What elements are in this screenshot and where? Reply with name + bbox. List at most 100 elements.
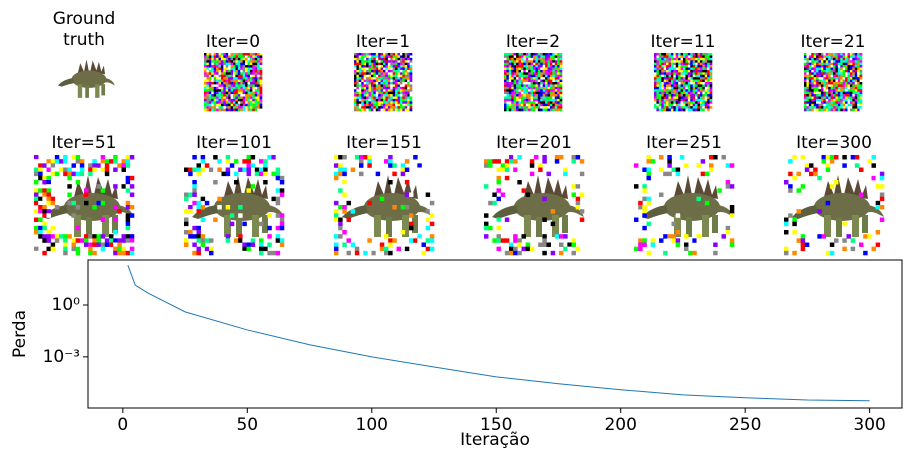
noise-pixel: [531, 70, 534, 73]
noise-pixel: [555, 82, 558, 85]
noise-pixel: [514, 80, 517, 83]
noise-pixel: [540, 84, 543, 87]
noise-pixel: [673, 99, 676, 102]
noise-pixel: [366, 82, 369, 85]
noise-pixel: [216, 99, 219, 102]
noise-pixel: [523, 109, 526, 112]
noise-pixel: [517, 180, 521, 184]
noise-pixel: [693, 104, 696, 107]
noise-pixel: [843, 84, 846, 87]
noise-pixel: [659, 168, 663, 172]
noise-pixel: [819, 104, 822, 107]
noise-pixel: [545, 77, 548, 80]
noise-pixel: [661, 99, 664, 102]
noise-pixel: [543, 63, 546, 66]
noise-pixel: [188, 230, 192, 234]
noise-pixel: [373, 63, 376, 66]
noise-pixel: [356, 109, 359, 112]
noise-pixel: [850, 104, 853, 107]
noise-pixel: [400, 77, 403, 80]
noise-pixel: [538, 89, 541, 92]
noise-pixel: [42, 197, 46, 201]
noise-pixel: [410, 84, 413, 87]
noise-pixel: [263, 172, 267, 176]
noise-pixel: [364, 89, 367, 92]
noise-pixel: [521, 63, 524, 66]
noise-pixel: [226, 155, 230, 159]
noise-pixel: [651, 243, 655, 247]
noise-pixel: [223, 94, 226, 97]
noise-pixel: [521, 70, 524, 73]
noise-pixel: [552, 65, 555, 68]
noise-pixel: [702, 104, 705, 107]
noise-pixel: [555, 55, 558, 58]
noise-pixel: [34, 243, 38, 247]
noise-pixel: [540, 94, 543, 97]
noise-pixel: [859, 251, 863, 255]
noise-pixel: [843, 101, 846, 104]
noise-pixel: [410, 89, 413, 92]
noise-pixel: [219, 89, 222, 92]
noise-pixel: [214, 77, 217, 80]
noise-pixel: [666, 84, 669, 87]
noise-pixel: [843, 94, 846, 97]
noise-pixel: [410, 92, 413, 95]
noise-pixel: [805, 163, 809, 167]
panel-label: Iter=101: [196, 133, 272, 153]
noise-pixel: [522, 188, 526, 192]
noise-pixel: [834, 180, 838, 184]
noise-pixel: [707, 99, 710, 102]
noise-pixel: [550, 60, 553, 63]
noise-pixel: [197, 226, 201, 230]
noise-pixel: [243, 60, 246, 63]
noise-pixel: [828, 80, 831, 83]
noise-pixel: [690, 94, 693, 97]
noise-pixel: [371, 94, 374, 97]
noise-pixel: [857, 99, 860, 102]
noise-pixel: [664, 55, 667, 58]
noise-pixel: [76, 205, 80, 209]
noise-pixel: [235, 82, 238, 85]
noise-pixel: [560, 92, 563, 95]
noise-pixel: [221, 104, 224, 107]
noise-pixel: [381, 53, 384, 56]
noise-pixel: [681, 84, 684, 87]
noise-pixel: [211, 72, 214, 75]
noise-pixel: [840, 75, 843, 78]
noise-pixel: [247, 163, 251, 167]
noise-pixel: [863, 251, 867, 255]
noise-pixel: [705, 97, 708, 100]
noise-pixel: [676, 68, 679, 71]
noise-pixel: [523, 65, 526, 68]
noise-pixel: [666, 94, 669, 97]
noise-pixel: [526, 84, 529, 87]
noise-pixel: [250, 65, 253, 68]
noise-pixel: [852, 97, 855, 100]
noise-pixel: [105, 159, 109, 163]
noise-pixel: [828, 55, 831, 58]
noise-pixel: [559, 234, 563, 238]
noise-pixel: [506, 72, 509, 75]
noise-pixel: [72, 155, 76, 159]
noise-pixel: [506, 82, 509, 85]
noise-pixel: [92, 168, 96, 172]
noise-pixel: [76, 159, 80, 163]
noise-pixel: [560, 89, 563, 92]
noise-pixel: [669, 53, 672, 56]
noise-pixel: [550, 92, 553, 95]
noise-pixel: [248, 99, 251, 102]
noise-pixel: [410, 70, 413, 73]
noise-pixel: [667, 172, 671, 176]
noise-pixel: [257, 84, 260, 87]
noise-pixel: [511, 55, 514, 58]
noise-pixel: [672, 234, 676, 238]
panel-label: Iter=251: [646, 133, 722, 153]
noise-pixel: [398, 75, 401, 78]
noise-pixel: [213, 180, 217, 184]
noise-pixel: [702, 77, 705, 80]
noise-pixel: [511, 68, 514, 71]
noise-pixel: [88, 168, 92, 172]
noise-pixel: [526, 77, 529, 80]
noise-pixel: [563, 168, 567, 172]
noise-pixel: [398, 97, 401, 100]
